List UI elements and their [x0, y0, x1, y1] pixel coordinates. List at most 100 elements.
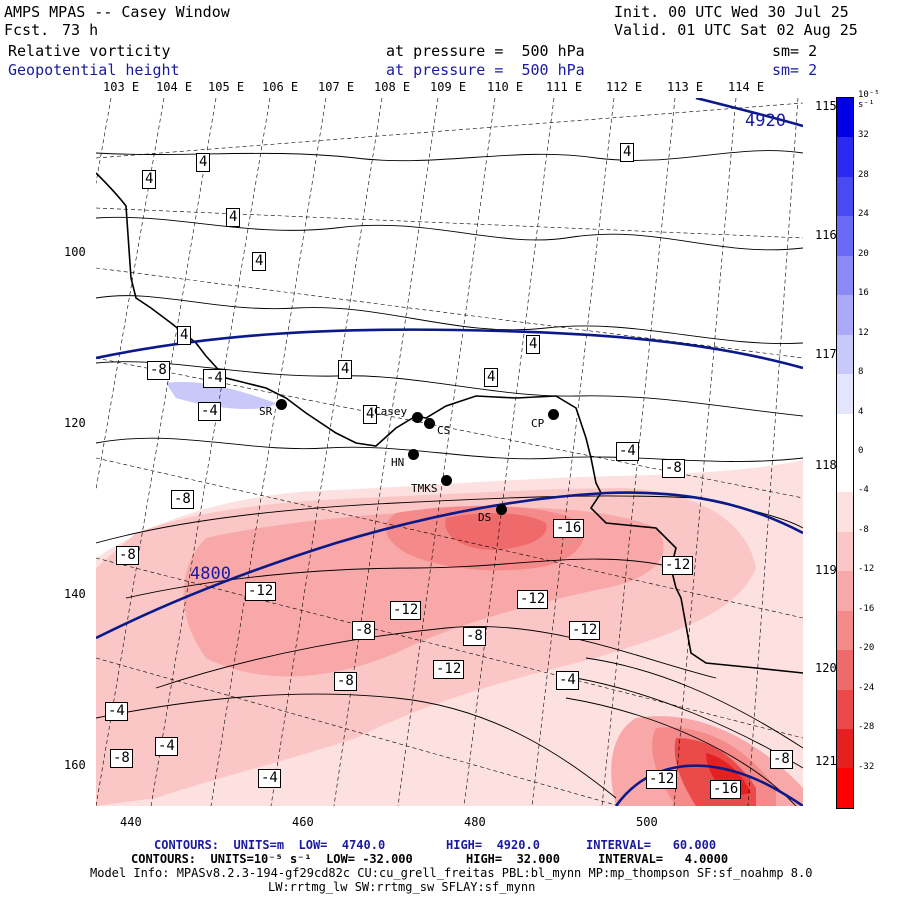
colorbar — [836, 97, 854, 809]
vort-label: -4 — [105, 702, 128, 721]
station-label: DS — [478, 511, 492, 524]
field1-name: Relative vorticity — [8, 42, 171, 60]
colorbar-segment — [837, 295, 853, 335]
x-tick-label: 480 — [464, 815, 486, 829]
vort-label: -8 — [116, 546, 139, 565]
y-tick-label: 160 — [64, 758, 86, 772]
footer-height-high: HIGH= 4920.0 — [446, 838, 540, 852]
vort-label: -4 — [155, 737, 178, 756]
station-label: CP — [531, 417, 545, 430]
colorbar-segment — [837, 689, 853, 729]
height-label-4800: 4800 — [190, 564, 231, 584]
field1-smoothing: sm= 2 — [772, 42, 818, 60]
colorbar-tick-label: -8 — [858, 524, 869, 535]
valid-time: Valid. 01 UTC Sat 02 Aug 25 — [614, 21, 858, 39]
footer-radiation-info: LW:rrtmg_lw SW:rrtmg_sw SFLAY:sf_mynn — [268, 880, 536, 894]
colorbar-segment — [837, 98, 853, 138]
x-tick-label: 500 — [636, 815, 658, 829]
footer-vort-high: HIGH= 32.000 — [466, 852, 560, 866]
colorbar-tick-label: 8 — [858, 367, 864, 378]
vort-label: 4 — [196, 153, 211, 172]
y-tick-label: 120 — [64, 416, 86, 430]
colorbar-segment — [837, 729, 853, 769]
x-tick-label: 460 — [292, 815, 314, 829]
vort-label: -8 — [110, 749, 133, 768]
lon-label: 111 E — [546, 80, 583, 94]
fcst-value: 73 h — [62, 21, 99, 39]
vort-label: -12 — [433, 660, 465, 679]
colorbar-segment — [837, 531, 853, 572]
height-contour-4740 — [614, 764, 803, 806]
field1-level: at pressure = 500 hPa — [386, 42, 585, 60]
colorbar-tick-label: 20 — [858, 248, 869, 259]
colorbar-segment — [837, 176, 853, 217]
vort-label: 4 — [226, 208, 241, 227]
colorbar-segment — [837, 216, 853, 256]
height-contour-4920 — [695, 98, 803, 128]
colorbar-segment — [837, 137, 853, 177]
footer-height-units: CONTOURS: UNITS=m LOW= 4740.0 — [154, 838, 386, 852]
station-marker — [441, 475, 452, 486]
footer-model-info: Model Info: MPASv8.2.3-194-gf29cd82c CU:… — [90, 866, 813, 880]
colorbar-tick-label: 32 — [858, 130, 869, 141]
footer-vort-units: CONTOURS: UNITS=10⁻⁵ s⁻¹ LOW= -32.000 — [131, 852, 413, 866]
station-marker — [424, 418, 435, 429]
vort-label: -16 — [710, 780, 742, 799]
init-time: Init. 00 UTC Wed 30 Jul 25 — [614, 3, 849, 21]
field2-level: at pressure = 500 hPa — [386, 61, 585, 79]
vort-label: -4 — [258, 769, 281, 788]
vort-label: 4 — [526, 335, 541, 354]
vort-label: -4 — [198, 402, 221, 421]
lon-label: 103 E — [103, 80, 140, 94]
height-label-4920: 4920 — [745, 111, 786, 131]
station-label: TMKS — [411, 482, 438, 495]
colorbar-segment — [837, 650, 853, 690]
vort-label: 4 — [338, 360, 353, 379]
footer-height-interval: INTERVAL= 60.000 — [586, 838, 717, 852]
colorbar-segment — [837, 571, 853, 611]
vort-label: -16 — [553, 519, 585, 538]
lon-label: 110 E — [487, 80, 524, 94]
station-label: HN — [391, 456, 405, 469]
colorbar-tick-label: 4 — [858, 406, 864, 417]
vort-label: -12 — [517, 590, 549, 609]
colorbar-tick-label: -32 — [858, 761, 875, 772]
vort-label: -4 — [616, 442, 639, 461]
colorbar-tick-label: -28 — [858, 722, 875, 733]
vort-label: 4 — [177, 326, 192, 345]
height-contour-4860 — [96, 328, 803, 370]
y-tick-label: 100 — [64, 245, 86, 259]
colorbar-tick-label: 24 — [858, 209, 869, 220]
colorbar-tick-label: -24 — [858, 682, 875, 693]
field2-name: Geopotential height — [8, 61, 180, 79]
vort-label: -8 — [171, 490, 194, 509]
map-canvas — [96, 98, 803, 806]
colorbar-tick-label: 12 — [858, 327, 869, 338]
vort-label: -8 — [334, 672, 357, 691]
lon-label: 108 E — [374, 80, 411, 94]
map-plot — [96, 98, 803, 806]
vort-label: -12 — [569, 621, 601, 640]
station-marker — [496, 504, 507, 515]
colorbar-tick-label: 28 — [858, 169, 869, 180]
station-label: Casey — [374, 405, 408, 418]
fcst-label: Fcst. — [4, 21, 50, 39]
colorbar-segment — [837, 452, 853, 493]
colorbar-segment — [837, 334, 853, 375]
y-tick-label: 140 — [64, 587, 86, 601]
vort-label: -8 — [770, 750, 793, 769]
vort-label: -8 — [463, 627, 486, 646]
vort-label: -4 — [556, 671, 579, 690]
x-tick-label: 440 — [120, 815, 142, 829]
colorbar-segment — [837, 492, 853, 532]
station-marker — [276, 399, 287, 410]
coastline — [96, 172, 803, 674]
station-marker — [412, 412, 423, 423]
vort-label: -12 — [646, 770, 678, 789]
lon-label: 106 E — [262, 80, 299, 94]
colorbar-tick-label: 0 — [858, 446, 864, 456]
lon-label: 114 E — [728, 80, 765, 94]
graticule — [96, 98, 803, 806]
station-marker — [408, 449, 419, 460]
vort-label: 4 — [484, 368, 499, 387]
